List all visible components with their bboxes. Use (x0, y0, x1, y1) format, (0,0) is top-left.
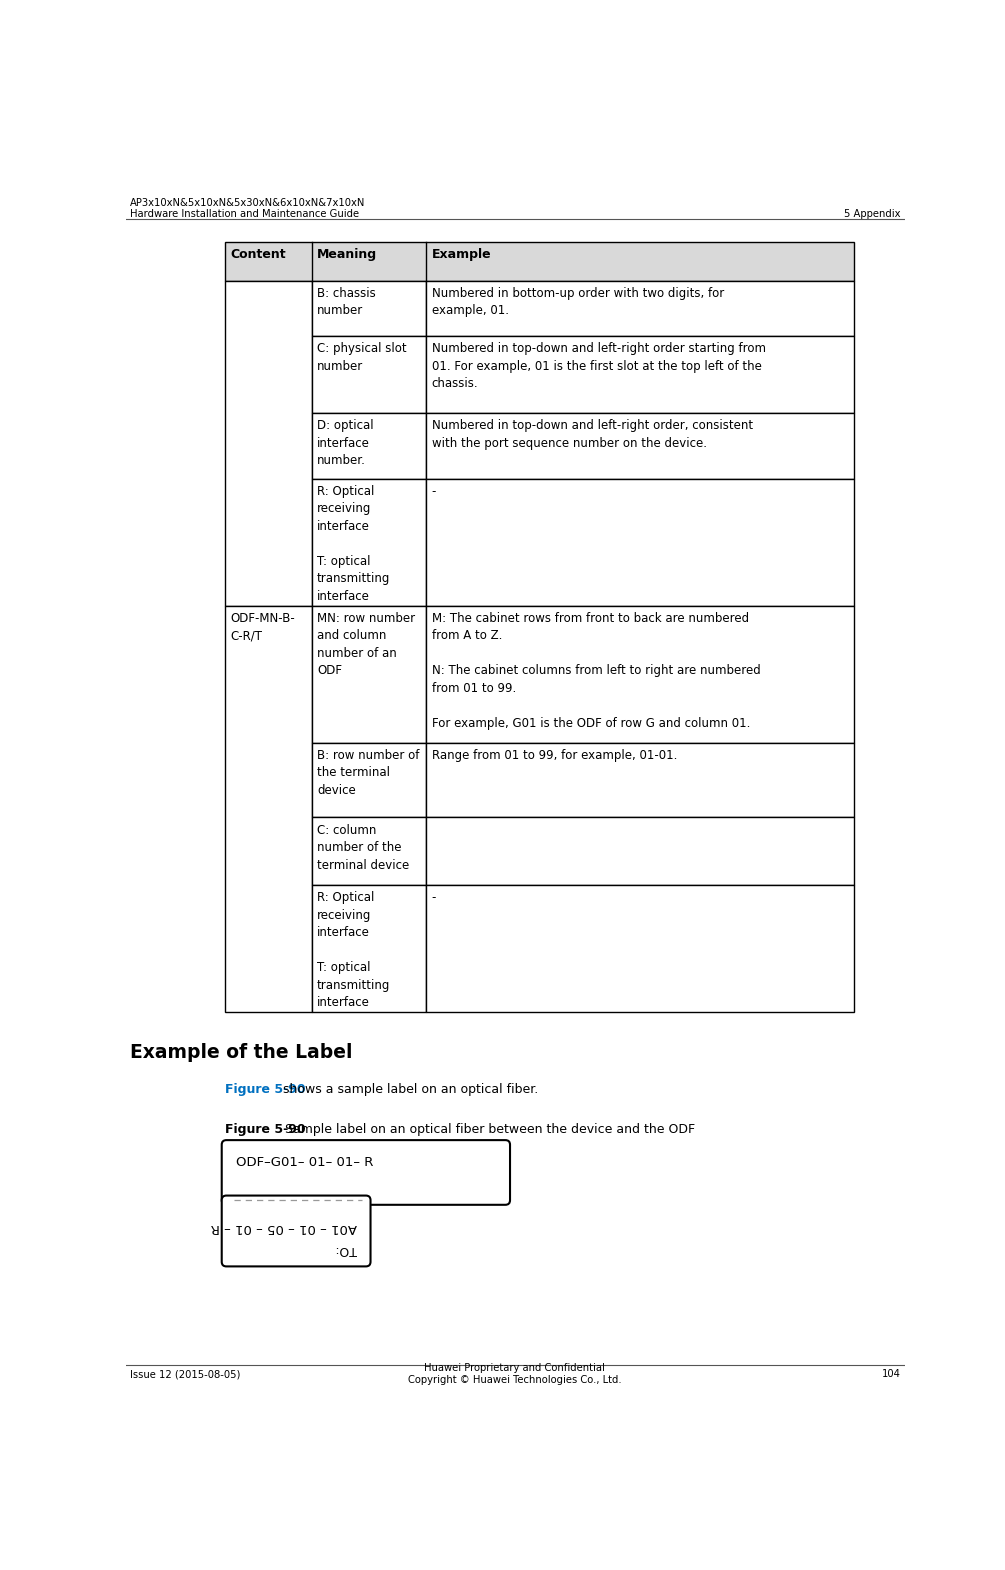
FancyBboxPatch shape (222, 1140, 510, 1204)
Text: 104: 104 (881, 1369, 900, 1378)
Text: C: physical slot
number: C: physical slot number (317, 342, 407, 374)
Text: R: Optical
receiving
interface

T: optical
transmitting
interface: R: Optical receiving interface T: optica… (317, 892, 390, 1010)
Text: ODF-MN-B-
C-R/T: ODF-MN-B- C-R/T (230, 612, 295, 642)
Text: Example of the Label: Example of the Label (130, 1042, 352, 1061)
Text: Figure 5-90: Figure 5-90 (225, 1123, 306, 1137)
Bar (426, 413, 854, 479)
Text: M: The cabinet rows from front to back are numbered
from A to Z.

N: The cabinet: M: The cabinet rows from front to back a… (432, 612, 761, 730)
Text: Hardware Installation and Maintenance Guide: Hardware Installation and Maintenance Gu… (130, 209, 359, 220)
Text: Numbered in bottom-up order with two digits, for
example, 01.: Numbered in bottom-up order with two dig… (432, 287, 724, 317)
Bar (225, 606, 312, 1013)
Bar (312, 818, 426, 885)
Text: Example: Example (432, 248, 491, 262)
Bar (312, 885, 426, 1013)
Text: A01 – 01 – 05 – 01 – R: A01 – 01 – 05 – 01 – R (210, 1221, 357, 1234)
Text: Huawei Proprietary and Confidential
Copyright © Huawei Technologies Co., Ltd.: Huawei Proprietary and Confidential Copy… (408, 1363, 621, 1385)
Text: Numbered in top-down and left-right order starting from
01. For example, 01 is t: Numbered in top-down and left-right orde… (432, 342, 766, 391)
Bar (312, 479, 426, 606)
Text: Numbered in top-down and left-right order, consistent
with the port sequence num: Numbered in top-down and left-right orde… (432, 419, 753, 451)
Bar (426, 743, 854, 818)
Text: C: column
number of the
terminal device: C: column number of the terminal device (317, 824, 409, 871)
Bar (426, 885, 854, 1013)
Text: Range from 01 to 99, for example, 01-01.: Range from 01 to 99, for example, 01-01. (432, 749, 677, 761)
Bar (426, 479, 854, 606)
Bar (225, 242, 854, 281)
Text: 5 Appendix: 5 Appendix (844, 209, 900, 220)
Bar (312, 606, 426, 743)
Bar (426, 281, 854, 336)
Text: D: optical
interface
number.: D: optical interface number. (317, 419, 374, 468)
Bar (312, 413, 426, 479)
Bar (426, 818, 854, 885)
Text: Figure 5-90: Figure 5-90 (225, 1083, 306, 1096)
Text: MN: row number
and column
number of an
ODF: MN: row number and column number of an O… (317, 612, 415, 677)
Text: TO:: TO: (335, 1243, 357, 1256)
Text: Issue 12 (2015-08-05): Issue 12 (2015-08-05) (130, 1369, 240, 1378)
Text: -: - (432, 892, 436, 904)
Text: R: Optical
receiving
interface

T: optical
transmitting
interface: R: Optical receiving interface T: optica… (317, 485, 390, 603)
Text: ODF–G01– 01– 01– R: ODF–G01– 01– 01– R (236, 1156, 373, 1168)
Bar (225, 281, 312, 606)
Bar (426, 336, 854, 413)
Bar (312, 743, 426, 818)
Text: Sample label on an optical fiber between the device and the ODF: Sample label on an optical fiber between… (280, 1123, 694, 1137)
Text: -: - (432, 485, 436, 498)
Text: shows a sample label on an optical fiber.: shows a sample label on an optical fiber… (279, 1083, 539, 1096)
Bar (426, 606, 854, 743)
Text: B: chassis
number: B: chassis number (317, 287, 376, 317)
FancyBboxPatch shape (222, 1196, 371, 1267)
Bar (312, 336, 426, 413)
Text: Content: Content (230, 248, 285, 262)
Text: B: row number of
the terminal
device: B: row number of the terminal device (317, 749, 419, 798)
Text: AP3x10xN&5x10xN&5x30xN&6x10xN&7x10xN: AP3x10xN&5x10xN&5x30xN&6x10xN&7x10xN (130, 198, 365, 207)
Text: Meaning: Meaning (317, 248, 377, 262)
Bar (312, 281, 426, 336)
